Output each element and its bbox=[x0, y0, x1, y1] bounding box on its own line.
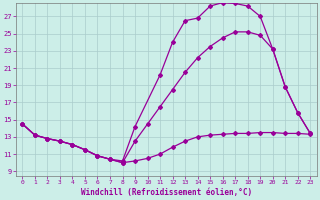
X-axis label: Windchill (Refroidissement éolien,°C): Windchill (Refroidissement éolien,°C) bbox=[81, 188, 252, 197]
